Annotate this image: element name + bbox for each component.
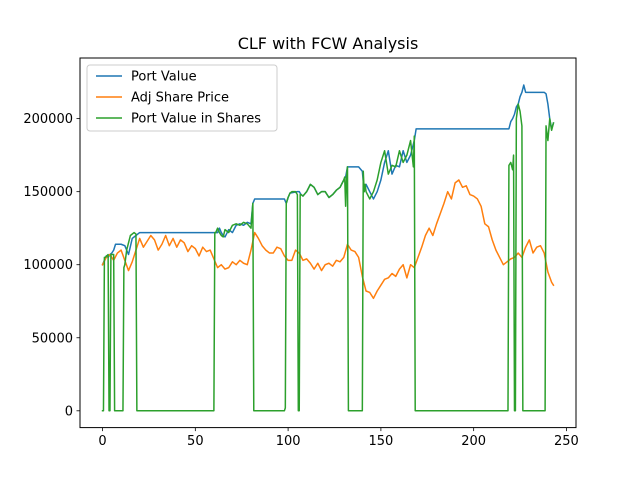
legend-label: Adj Share Price bbox=[131, 91, 229, 106]
y-tick-label: 150000 bbox=[23, 185, 73, 200]
x-tick-label: 150 bbox=[368, 434, 393, 449]
series-layer bbox=[101, 84, 555, 412]
y-tick-label: 0 bbox=[65, 404, 73, 419]
y-tick-label: 100000 bbox=[23, 258, 73, 273]
legend-label: Port Value in Shares bbox=[131, 112, 261, 127]
x-axis: 0 50 100 150 200 250 bbox=[98, 427, 579, 449]
axes-frame bbox=[79, 57, 577, 429]
legend-box bbox=[86, 64, 278, 132]
legend: Port Value Adj Share Price Port Value in S… bbox=[86, 64, 278, 132]
x-tick-label: 250 bbox=[554, 434, 579, 449]
x-tick-label: 0 bbox=[98, 434, 106, 449]
chart-title: CLF with FCW Analysis bbox=[238, 34, 419, 53]
x-tick-label: 100 bbox=[276, 434, 301, 449]
series-line-2 bbox=[101, 179, 555, 300]
y-tick-label: 50000 bbox=[32, 331, 73, 346]
series-line-3 bbox=[101, 103, 555, 412]
legend-label: Port Value bbox=[131, 70, 197, 85]
y-tick-label: 200000 bbox=[23, 112, 73, 127]
y-axis: 0 50000 100000 150000 200000 bbox=[23, 112, 80, 419]
x-tick-label: 50 bbox=[187, 434, 204, 449]
x-tick-label: 200 bbox=[461, 434, 486, 449]
